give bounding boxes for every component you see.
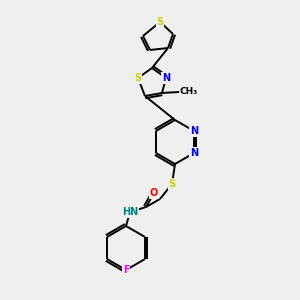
Text: CH₃: CH₃ [180,88,198,97]
Text: N: N [162,73,170,83]
Text: N: N [190,148,198,158]
Text: S: S [134,73,142,83]
Text: HN: HN [122,207,138,217]
Text: S: S [168,179,175,189]
Text: F: F [123,265,129,275]
Text: S: S [156,17,164,27]
Text: N: N [190,126,198,136]
Text: O: O [150,188,158,198]
